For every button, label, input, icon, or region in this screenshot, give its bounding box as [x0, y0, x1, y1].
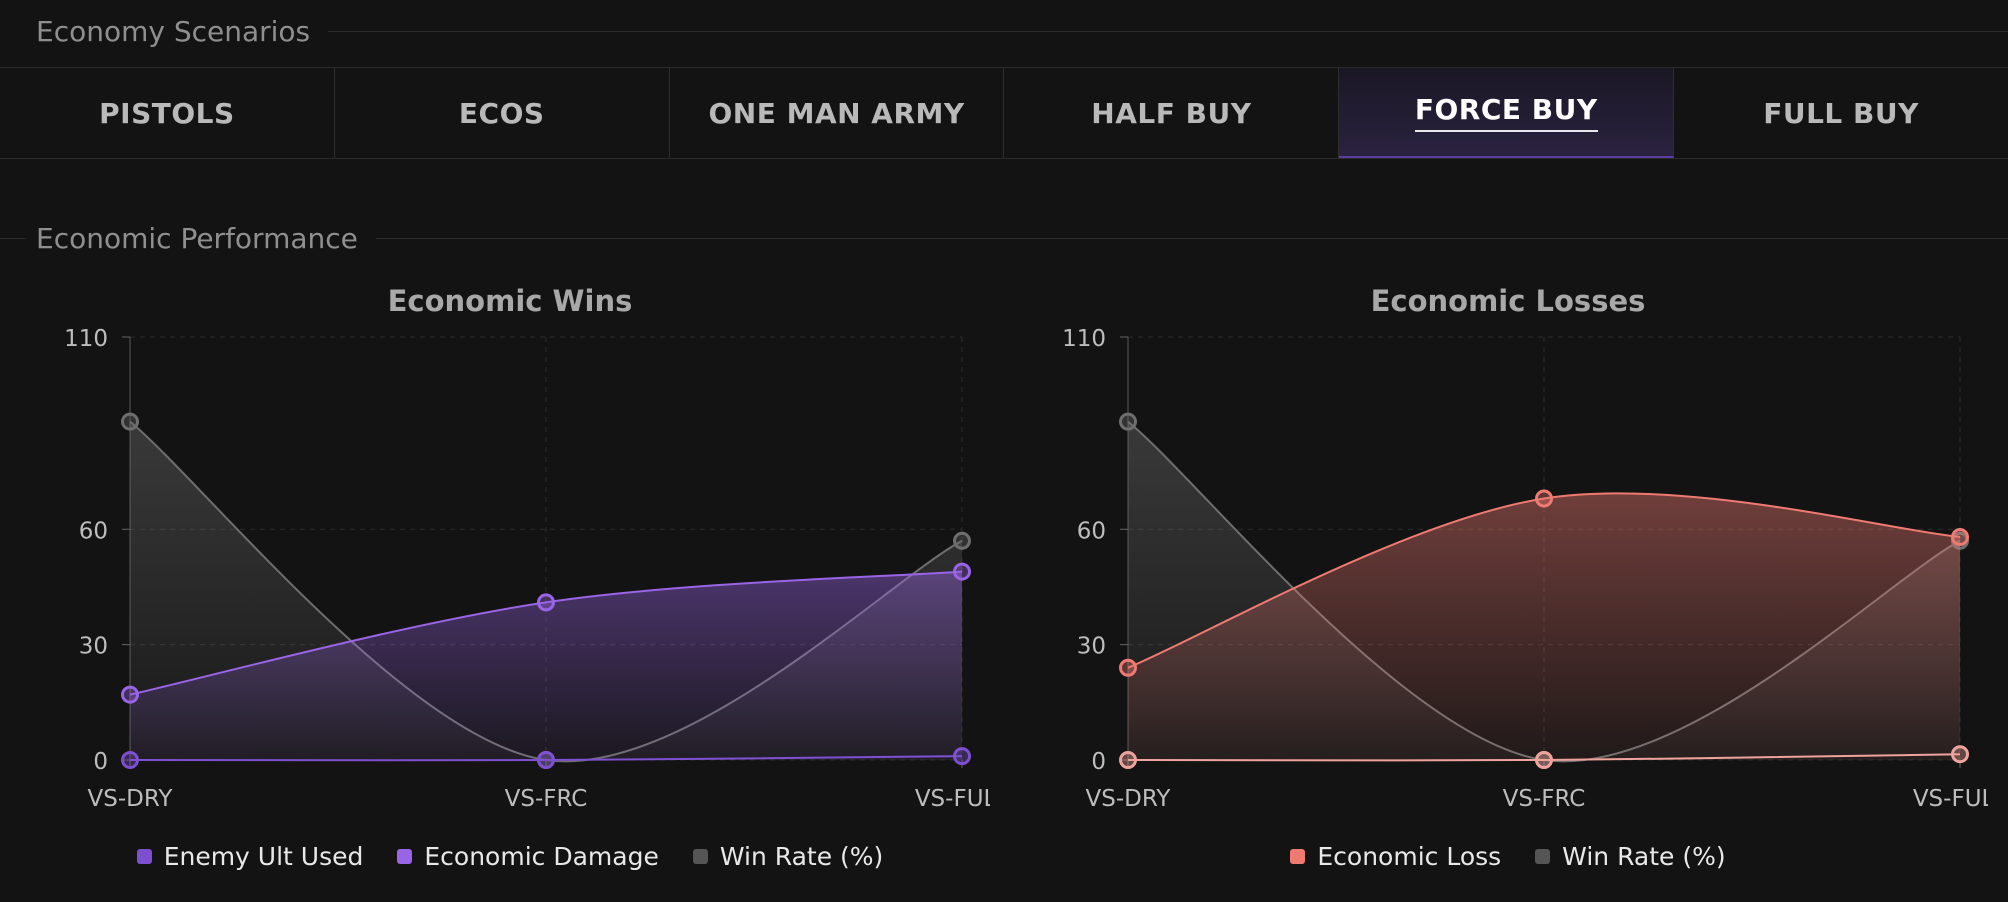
- x-tick-label: VS-DRY: [88, 786, 174, 812]
- data-point: [1951, 745, 1969, 764]
- tab-label: ECOS: [458, 96, 545, 130]
- y-tick-label: 30: [1077, 634, 1106, 660]
- y-tick-label: 60: [79, 518, 108, 544]
- data-point: [1951, 527, 1969, 546]
- scenario-tabs: PISTOLS ECOS ONE MAN ARMY HALF BUY FORCE…: [0, 67, 2008, 159]
- economy-scenarios-header: Economy Scenarios: [0, 14, 2008, 48]
- chart-legend: Enemy Ult Used Economic Damage Win Rate …: [30, 842, 990, 871]
- series-area: [1128, 493, 1960, 760]
- y-tick-label: 0: [1091, 749, 1106, 775]
- legend-label: Economic Loss: [1317, 842, 1502, 871]
- tab-pistols[interactable]: PISTOLS: [0, 68, 335, 158]
- tab-force-buy[interactable]: FORCE BUY: [1339, 68, 1675, 158]
- x-tick-label: VS-FRC: [1503, 786, 1586, 812]
- legend-label: Win Rate (%): [1562, 842, 1726, 871]
- legend-swatch: [1290, 849, 1306, 864]
- tab-half-buy[interactable]: HALF BUY: [1004, 68, 1340, 158]
- series-line: [129, 570, 963, 696]
- legend-swatch: [692, 849, 708, 864]
- header-divider: [375, 237, 2008, 239]
- legend-swatch: [397, 849, 413, 864]
- legend-label: Economic Damage: [424, 842, 659, 871]
- tab-label: ONE MAN ARMY: [708, 96, 965, 130]
- tab-label: FULL BUY: [1763, 96, 1919, 130]
- economic-performance-header: Economic Performance: [0, 221, 2008, 255]
- series-line: [1127, 492, 1961, 669]
- data-point: [1535, 751, 1553, 769]
- legend-label: Enemy Ult Used: [163, 842, 364, 871]
- x-tick-label: VS-FRC: [505, 786, 588, 812]
- legend-item-enemy-ult-used[interactable]: Enemy Ult Used: [136, 842, 364, 871]
- chart-title: Economic Wins: [387, 284, 633, 318]
- data-point: [953, 531, 971, 550]
- data-point: [537, 593, 555, 612]
- legend-item-win-rate[interactable]: Win Rate (%): [692, 842, 884, 871]
- chart-legend: Economic Loss Win Rate (%): [1028, 842, 1988, 871]
- data-point: [121, 685, 139, 704]
- data-point: [953, 562, 971, 581]
- tab-full-buy[interactable]: FULL BUY: [1674, 68, 2008, 158]
- tab-label: FORCE BUY: [1414, 93, 1598, 132]
- y-tick-label: 110: [64, 326, 108, 352]
- y-tick-label: 60: [1077, 518, 1106, 544]
- series-line: [1127, 753, 1961, 762]
- economic-wins-plot: 0 30 60 110 VS-DRY VS-FRC VS-FULL: [64, 326, 990, 812]
- y-tick-label: 110: [1062, 326, 1106, 352]
- data-point: [1119, 751, 1137, 769]
- tab-label: HALF BUY: [1091, 96, 1252, 130]
- data-point: [121, 412, 139, 431]
- header-divider: [328, 30, 2008, 32]
- data-point: [1119, 412, 1137, 431]
- economic-losses-plot: 0 30 60 110 VS-DRY VS-FRC VS-FULL: [1062, 326, 1988, 812]
- tab-label: PISTOLS: [99, 96, 235, 130]
- data-point: [1535, 489, 1553, 508]
- data-point: [1119, 658, 1137, 677]
- economic-losses-chart: Economic Losses 0 30 60 110 VS-DRY VS-FRC VS-F…: [1028, 270, 1988, 890]
- chart-title: Economic Losses: [1370, 284, 1646, 318]
- economic-performance-title: Economic Performance: [36, 221, 358, 255]
- economic-wins-chart: Economic Wins 0 30 60 110 VS-DRY VS-FRC VS-FUL…: [30, 270, 990, 890]
- y-tick-label: 30: [79, 634, 108, 660]
- tab-one-man-army[interactable]: ONE MAN ARMY: [670, 68, 1005, 158]
- x-tick-label: VS-FULL: [1913, 786, 1988, 812]
- economy-scenarios-title: Economy Scenarios: [36, 14, 311, 48]
- tab-ecos[interactable]: ECOS: [335, 68, 670, 158]
- legend-swatch: [1535, 849, 1551, 864]
- x-tick-label: VS-FULL: [915, 786, 990, 812]
- legend-label: Win Rate (%): [719, 842, 884, 871]
- y-tick-label: 0: [93, 749, 108, 775]
- legend-item-win-rate[interactable]: Win Rate (%): [1535, 842, 1726, 871]
- legend-item-economic-damage[interactable]: Economic Damage: [397, 842, 659, 871]
- x-tick-label: VS-DRY: [1086, 786, 1172, 812]
- legend-swatch: [136, 849, 152, 864]
- series-area: [130, 571, 962, 760]
- legend-item-economic-loss[interactable]: Economic Loss: [1290, 842, 1501, 871]
